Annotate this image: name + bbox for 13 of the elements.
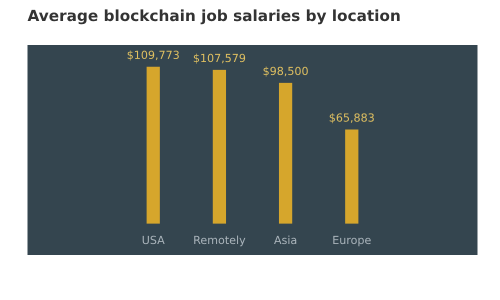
bar [278, 82, 292, 224]
bar [146, 66, 160, 224]
x-tick-label: Remotely [194, 236, 246, 246]
data-label: $107,579 [194, 54, 246, 64]
x-tick-label: Asia [274, 236, 296, 244]
bar [212, 70, 226, 224]
x-tick-label: USA [142, 236, 165, 244]
bar [345, 129, 358, 224]
data-label: $98,500 [264, 66, 308, 77]
chart-title: Average blockchain job salaries by location [28, 9, 400, 24]
x-tick-label: Europe [333, 236, 371, 246]
data-label: $65,883 [330, 113, 374, 124]
data-label: $109,773 [128, 50, 179, 61]
